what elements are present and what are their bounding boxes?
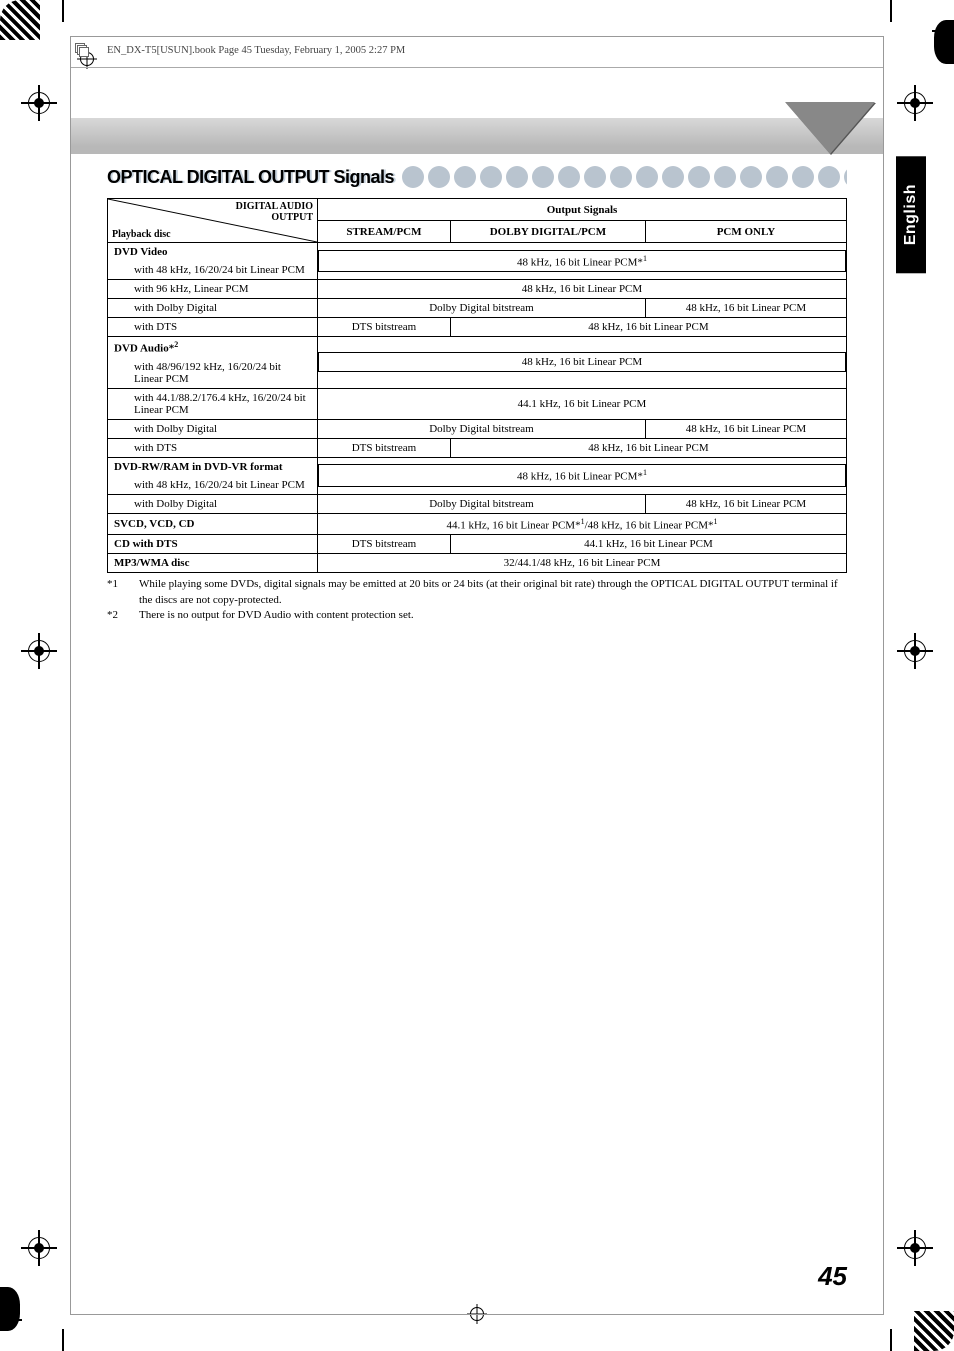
merged-cell-wrap: 48 kHz, 16 bit Linear PCM*1 xyxy=(318,457,847,494)
row-label: with DTS xyxy=(108,438,318,457)
table-cell: 48 kHz, 16 bit Linear PCM*1 xyxy=(319,465,846,487)
registration-mark-icon xyxy=(904,640,926,662)
footnotes: *1 While playing some DVDs, digital signa… xyxy=(107,577,847,623)
table-row: with DTSDTS bitstream48 kHz, 16 bit Line… xyxy=(108,438,847,457)
table-cell: 48 kHz, 16 bit Linear PCM xyxy=(645,299,846,318)
diag-bottom-label: Playback disc xyxy=(112,229,171,240)
table-cell: 48 kHz, 16 bit Linear PCM xyxy=(450,318,846,337)
row-label: with DTS xyxy=(108,318,318,337)
diagonal-header-cell: DIGITAL AUDIO OUTPUT Playback disc xyxy=(108,199,318,243)
table-cell: 48 kHz, 16 bit Linear PCM xyxy=(450,438,846,457)
table-row: DVD Video48 kHz, 16 bit Linear PCM*1 xyxy=(108,243,847,262)
corner-mark-icon xyxy=(0,1287,20,1331)
registration-mark-icon xyxy=(904,1237,926,1259)
table-row: DVD-RW/RAM in DVD-VR format48 kHz, 16 bi… xyxy=(108,457,847,476)
group-title: MP3/WMA disc xyxy=(108,554,318,573)
decorative-dots xyxy=(402,166,847,188)
table-row: with Dolby DigitalDolby Digital bitstrea… xyxy=(108,419,847,438)
col-dolby: DOLBY DIGITAL/PCM xyxy=(450,221,645,243)
page-frame: EN_DX-T5[USUN].book Page 45 Tuesday, Feb… xyxy=(70,36,884,1315)
table-cell: Dolby Digital bitstream xyxy=(318,419,646,438)
pages-icon xyxy=(75,43,89,57)
bookline-text: EN_DX-T5[USUN].book Page 45 Tuesday, Feb… xyxy=(107,45,405,56)
table-cell: 48 kHz, 16 bit Linear PCM xyxy=(645,494,846,513)
footnote-text: While playing some DVDs, digital signals… xyxy=(139,577,847,608)
table-cell: 44.1 kHz, 16 bit Linear PCM xyxy=(318,388,847,419)
diag-top-label: DIGITAL AUDIO OUTPUT xyxy=(236,201,313,223)
corner-mark-icon xyxy=(0,0,40,40)
table-row: MP3/WMA disc32/44.1/48 kHz, 16 bit Linea… xyxy=(108,554,847,573)
group-title: CD with DTS xyxy=(108,535,318,554)
table-cell: 48 kHz, 16 bit Linear PCM*1 xyxy=(319,250,846,272)
footnote-id: *1 xyxy=(107,577,129,608)
row-label: with 44.1/88.2/176.4 kHz, 16/20/24 bit L… xyxy=(108,388,318,419)
table-row: with 96 kHz, Linear PCM48 kHz, 16 bit Li… xyxy=(108,280,847,299)
signals-table: DIGITAL AUDIO OUTPUT Playback disc Outpu… xyxy=(107,198,847,573)
table-row: DVD Audio*248 kHz, 16 bit Linear PCM xyxy=(108,337,847,358)
table-cell: 44.1 kHz, 16 bit Linear PCM xyxy=(450,535,846,554)
merged-cell-wrap: 48 kHz, 16 bit Linear PCM*1 xyxy=(318,243,847,280)
group-title: SVCD, VCD, CD xyxy=(108,513,318,535)
output-signals-header: Output Signals xyxy=(318,199,847,221)
table-row: CD with DTSDTS bitstream44.1 kHz, 16 bit… xyxy=(108,535,847,554)
table-cell: Dolby Digital bitstream xyxy=(318,494,646,513)
row-label: with 48 kHz, 16/20/24 bit Linear PCM xyxy=(108,261,318,280)
crop-marks-left xyxy=(0,0,30,1351)
table-cell: Dolby Digital bitstream xyxy=(318,299,646,318)
table-cell: 48 kHz, 16 bit Linear PCM xyxy=(319,353,846,372)
group-title: DVD Audio*2 xyxy=(108,337,318,358)
crop-marks-top xyxy=(0,0,954,30)
registration-mark-icon xyxy=(28,640,50,662)
top-banner xyxy=(71,108,883,154)
merged-cell-wrap: 48 kHz, 16 bit Linear PCM xyxy=(318,337,847,389)
table-row: with 44.1/88.2/176.4 kHz, 16/20/24 bit L… xyxy=(108,388,847,419)
table-cell: DTS bitstream xyxy=(318,318,451,337)
row-label: with 48 kHz, 16/20/24 bit Linear PCM xyxy=(108,476,318,495)
registration-mark-icon xyxy=(904,92,926,114)
table-row: with Dolby DigitalDolby Digital bitstrea… xyxy=(108,299,847,318)
row-label: with 48/96/192 kHz, 16/20/24 bit Linear … xyxy=(108,358,318,389)
table-cell: 48 kHz, 16 bit Linear PCM xyxy=(645,419,846,438)
table-cell: 48 kHz, 16 bit Linear PCM xyxy=(318,280,847,299)
language-tab: English xyxy=(896,156,926,273)
crop-marks-right xyxy=(924,0,954,1351)
row-label: with Dolby Digital xyxy=(108,299,318,318)
table-cell: DTS bitstream xyxy=(318,438,451,457)
banner-triangle-icon xyxy=(785,102,875,154)
corner-mark-icon xyxy=(914,1311,954,1351)
row-label: with Dolby Digital xyxy=(108,419,318,438)
registration-mark-icon xyxy=(28,1237,50,1259)
col-stream: STREAM/PCM xyxy=(318,221,451,243)
group-title: DVD Video xyxy=(108,243,318,262)
crop-marks-bottom xyxy=(0,1321,954,1351)
row-label: with Dolby Digital xyxy=(108,494,318,513)
page-number: 45 xyxy=(818,1261,847,1292)
row-label: with 96 kHz, Linear PCM xyxy=(108,280,318,299)
table-row: with Dolby DigitalDolby Digital bitstrea… xyxy=(108,494,847,513)
corner-mark-icon xyxy=(934,20,954,64)
group-title: DVD-RW/RAM in DVD-VR format xyxy=(108,457,318,476)
source-metadata: EN_DX-T5[USUN].book Page 45 Tuesday, Feb… xyxy=(71,37,883,68)
table-cell: 32/44.1/48 kHz, 16 bit Linear PCM xyxy=(318,554,847,573)
table-cell: DTS bitstream xyxy=(318,535,451,554)
table-row: SVCD, VCD, CD44.1 kHz, 16 bit Linear PCM… xyxy=(108,513,847,535)
table-cell: 44.1 kHz, 16 bit Linear PCM*1/48 kHz, 16… xyxy=(318,513,847,535)
section-title: OPTICAL DIGITAL OUTPUT Signals xyxy=(107,167,394,188)
col-pcm: PCM ONLY xyxy=(645,221,846,243)
footnote-id: *2 xyxy=(107,608,129,623)
table-row: with DTSDTS bitstream48 kHz, 16 bit Line… xyxy=(108,318,847,337)
footnote-text: There is no output for DVD Audio with co… xyxy=(139,608,414,623)
registration-mark-icon xyxy=(28,92,50,114)
section-header: OPTICAL DIGITAL OUTPUT Signals xyxy=(107,166,847,188)
